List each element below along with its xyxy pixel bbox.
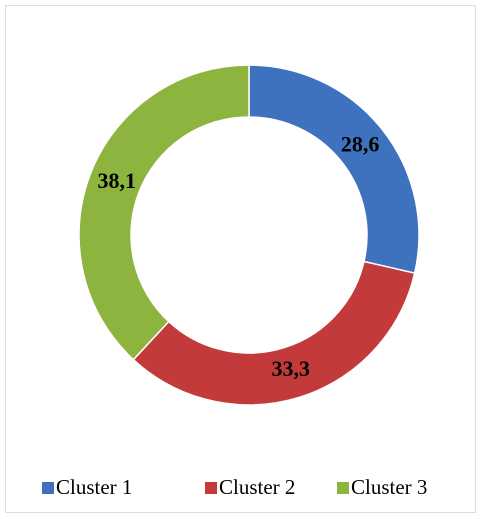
donut-segment (78, 64, 250, 361)
donut-segment (248, 64, 420, 275)
legend-swatch (42, 482, 54, 494)
donut-segment (132, 260, 416, 406)
legend-swatch (337, 482, 349, 494)
legend-swatch (205, 482, 217, 494)
legend-label: Cluster 1 (56, 475, 132, 499)
value-label: 38,1 (98, 168, 137, 193)
value-label: 28,6 (341, 132, 380, 157)
value-label: 33,3 (272, 356, 311, 381)
legend-label: Cluster 2 (219, 475, 295, 499)
legend-label: Cluster 3 (351, 475, 427, 499)
